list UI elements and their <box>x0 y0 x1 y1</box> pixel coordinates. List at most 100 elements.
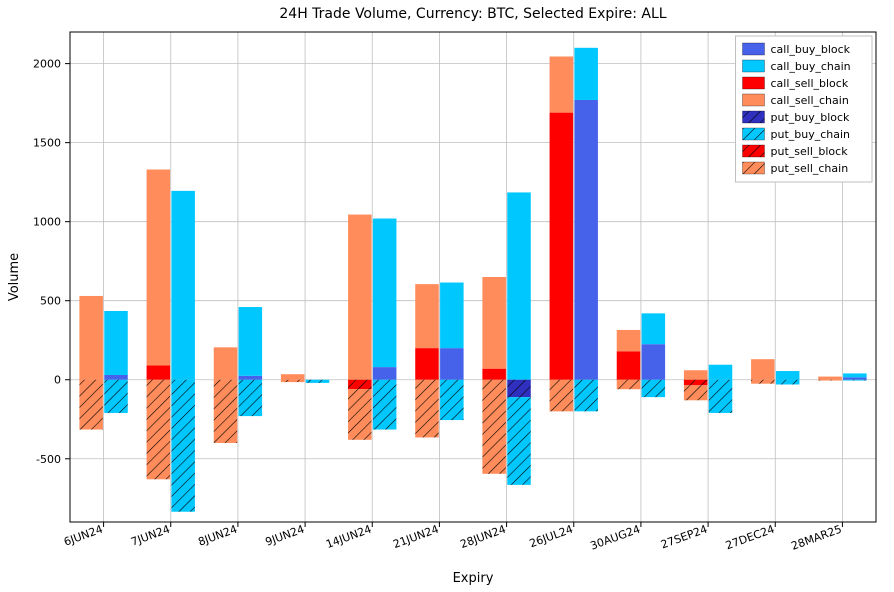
bar-call_sell_chain <box>751 359 775 380</box>
bar-call_buy_block <box>373 367 397 380</box>
bar-call_sell_chain <box>281 374 305 380</box>
bar-call_sell_block <box>147 366 171 380</box>
x-tick-label: 26JUL24 <box>528 523 575 551</box>
bar-call_buy_chain <box>574 48 598 100</box>
x-tick-label: 21JUN24 <box>391 523 440 551</box>
bar-call_buy_chain <box>843 373 867 377</box>
bar-put_sell_chain <box>147 380 171 480</box>
bar-put_sell_chain <box>415 380 439 438</box>
bar-put_sell_chain <box>684 385 708 400</box>
bar-call_sell_block <box>415 348 439 380</box>
y-tick-label: -500 <box>36 453 61 466</box>
bar-put_buy_chain <box>440 380 464 420</box>
bar-put_buy_chain <box>373 380 397 430</box>
bar-call_buy_chain <box>507 192 531 379</box>
y-tick-label: 1500 <box>33 137 61 150</box>
bar-put_sell_chain <box>281 380 305 382</box>
bar-put_sell_chain <box>79 380 103 430</box>
bar-put_buy_block <box>507 380 531 397</box>
bar-put_sell_chain <box>214 380 238 443</box>
bar-call_buy_chain <box>642 313 666 344</box>
legend-swatch <box>743 128 765 140</box>
y-axis-label: Volume <box>7 253 22 301</box>
x-tick-label: 14JUN24 <box>324 523 373 551</box>
legend: call_buy_block call_buy_chain call_sell_bl… <box>736 36 873 182</box>
bar-call_sell_chain <box>818 377 842 380</box>
bar-put_buy_chain <box>843 380 867 381</box>
bar-call_buy_block <box>440 348 464 380</box>
legend-label: call_sell_block <box>771 77 849 90</box>
bar-call_buy_chain <box>373 219 397 368</box>
bar-call_sell_chain <box>617 330 641 351</box>
bar-call_sell_chain <box>550 57 574 113</box>
bar-call_sell_chain <box>79 296 103 380</box>
bar-put_buy_chain <box>776 380 800 385</box>
bar-call_sell_chain <box>214 347 238 379</box>
y-tick-label: 500 <box>40 295 61 308</box>
legend-label: put_buy_chain <box>771 128 851 141</box>
bar-call_sell_chain <box>147 170 171 366</box>
bar-put_buy_chain <box>171 380 195 512</box>
bar-call_sell_block <box>482 369 506 380</box>
legend-label: put_sell_block <box>771 145 849 158</box>
y-tick-label: 0 <box>54 374 61 387</box>
legend-swatch <box>743 145 765 157</box>
x-tick-label: 6JUN24 <box>62 523 105 549</box>
bar-call_sell_chain <box>415 284 439 348</box>
legend-swatch <box>743 43 765 55</box>
bar-put_sell_chain <box>482 380 506 474</box>
bar-call_buy_chain <box>239 307 263 376</box>
x-tick-label: 28MAR25 <box>790 523 844 553</box>
bar-call_sell_block <box>617 351 641 379</box>
bar-call_buy_chain <box>440 283 464 349</box>
bar-put_sell_block <box>684 380 708 386</box>
x-tick-label: 8JUN24 <box>196 523 239 549</box>
bar-put_buy_chain <box>104 380 128 413</box>
x-tick-label: 30AUG24 <box>589 523 642 553</box>
bar-call_buy_chain <box>104 311 128 375</box>
bar-call_sell_block <box>550 113 574 380</box>
legend-swatch <box>743 162 765 174</box>
x-tick-label: 28JUN24 <box>458 523 507 551</box>
bar-call_sell_chain <box>348 215 372 380</box>
bar-put_buy_chain <box>642 380 666 397</box>
legend-label: put_buy_block <box>771 111 851 124</box>
x-axis-label: Expiry <box>453 571 494 586</box>
bar-put_sell_chain <box>617 380 641 389</box>
bar-put_buy_chain <box>574 380 598 412</box>
bar-put_buy_chain <box>507 397 531 485</box>
bar-call_buy_block <box>642 344 666 380</box>
legend-label: call_sell_chain <box>771 94 849 107</box>
bar-put_buy_chain <box>306 380 330 383</box>
x-tick-label: 27DEC24 <box>724 523 776 553</box>
bar-call_buy_block <box>104 375 128 380</box>
bar-call_buy_chain <box>171 191 195 380</box>
bar-put_buy_chain <box>239 380 263 416</box>
legend-label: call_buy_chain <box>771 60 851 73</box>
x-tick-label: 9JUN24 <box>264 523 307 549</box>
x-tick-label: 7JUN24 <box>129 523 172 549</box>
bar-put_buy_chain <box>709 380 733 413</box>
legend-swatch <box>743 77 765 89</box>
bar-call_buy_block <box>843 377 867 379</box>
bar-put_sell_chain <box>818 380 842 381</box>
bar-call_sell_chain <box>684 370 708 379</box>
x-tick-label: 27SEP24 <box>659 523 709 552</box>
chart-container: -500 0 500 1000 1500 2000 6JUN24 7JUN24 8JUN24 9J… <box>0 0 894 592</box>
bar-call_buy_block <box>239 376 263 380</box>
bar-call_buy_block <box>574 100 598 380</box>
legend-label: call_buy_block <box>771 43 851 56</box>
legend-swatch <box>743 94 765 106</box>
chart-title: 24H Trade Volume, Currency: BTC, Selecte… <box>279 6 666 22</box>
legend-label: put_sell_chain <box>771 162 849 175</box>
bar-put_sell_chain <box>550 380 574 412</box>
bar-call_buy_chain <box>776 371 800 380</box>
volume-bar-chart: -500 0 500 1000 1500 2000 6JUN24 7JUN24 8JUN24 9J… <box>0 0 894 592</box>
bar-put_sell_chain <box>348 389 372 440</box>
y-tick-label: 1000 <box>33 216 61 229</box>
legend-swatch <box>743 111 765 123</box>
bar-put_sell_block <box>348 380 372 389</box>
bar-call_buy_chain <box>709 365 733 380</box>
bar-put_sell_chain <box>751 380 775 384</box>
y-tick-label: 2000 <box>33 58 61 71</box>
